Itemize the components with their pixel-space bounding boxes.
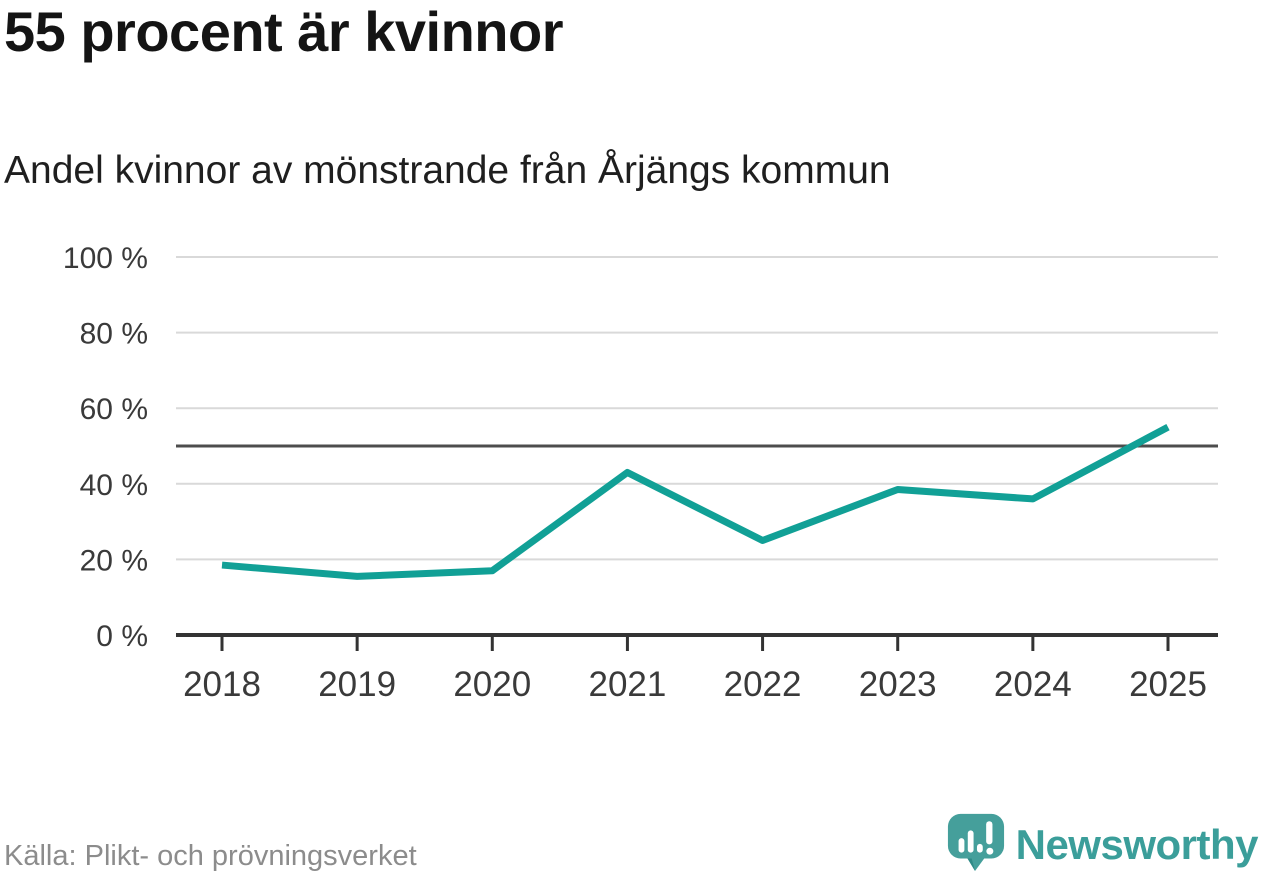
- x-tick-label: 2022: [724, 665, 802, 704]
- x-tick-label: 2019: [318, 665, 396, 704]
- newsworthy-bubble-chart-icon: [946, 812, 1006, 877]
- y-tick-label: 20 %: [80, 544, 148, 577]
- line-chart-svg: 0 % 20 % 40 % 60 % 80 % 100 % 2018 2019 2020 2021…: [63, 242, 1218, 704]
- x-tick-label: 2021: [588, 665, 666, 704]
- source-note: Källa: Plikt- och prövningsverket: [4, 840, 417, 872]
- line-chart: 0 % 20 % 40 % 60 % 80 % 100 % 2018 2019 2020 2021…: [0, 230, 1262, 710]
- y-tick-label: 60 %: [80, 393, 148, 426]
- chart-subtitle: Andel kvinnor av mönstrande från Årjängs…: [4, 149, 891, 192]
- x-tick-label: 2018: [183, 665, 261, 704]
- y-tick-label: 40 %: [80, 469, 148, 502]
- x-tick-label: 2025: [1129, 665, 1207, 704]
- y-tick-label: 80 %: [80, 318, 148, 351]
- chart-title: 55 procent är kvinnor: [4, 0, 564, 63]
- x-tick-label: 2024: [994, 665, 1072, 704]
- y-tick-label: 100 %: [63, 242, 148, 275]
- y-tick-label: 0 %: [96, 620, 148, 653]
- x-tick-label: 2023: [859, 665, 937, 704]
- newsworthy-wordmark: Newsworthy: [1015, 820, 1259, 868]
- data-line: [221, 424, 1170, 580]
- x-tick-label: 2020: [453, 665, 531, 704]
- newsworthy-logo: Newsworthy: [946, 812, 1259, 877]
